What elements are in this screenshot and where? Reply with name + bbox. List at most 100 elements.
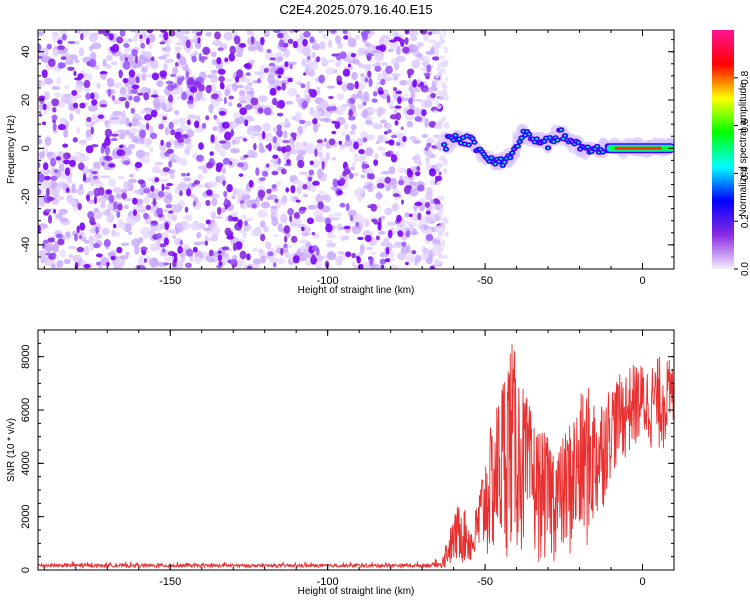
y-tick-label: 2000 bbox=[20, 504, 32, 528]
noise-blob bbox=[39, 151, 45, 159]
noise-blob bbox=[324, 260, 330, 269]
noise-blob bbox=[161, 101, 167, 111]
noise-blob bbox=[46, 259, 54, 265]
noise-blob bbox=[387, 229, 393, 239]
noise-blob bbox=[360, 174, 366, 179]
noise-blob bbox=[266, 196, 274, 201]
noise-blob bbox=[133, 189, 141, 194]
noise-blob bbox=[68, 245, 77, 250]
y-tick-label: -40 bbox=[20, 237, 32, 253]
noise-blob bbox=[212, 40, 222, 47]
noise-blob bbox=[236, 84, 244, 89]
colorbar-tick-label: 0.0 bbox=[740, 262, 750, 276]
noise-blob bbox=[214, 31, 221, 40]
noise-blob bbox=[89, 216, 96, 226]
noise-blob bbox=[99, 104, 108, 108]
noise-blob bbox=[61, 33, 67, 41]
noise-blob bbox=[65, 231, 71, 239]
noise-blob bbox=[261, 123, 272, 132]
noise-blob bbox=[92, 210, 103, 220]
noise-blob bbox=[393, 36, 402, 42]
noise-blob bbox=[154, 177, 160, 183]
noise-blob bbox=[58, 117, 67, 126]
noise-blob bbox=[141, 66, 148, 73]
noise-blob bbox=[116, 210, 121, 218]
noise-blob bbox=[302, 38, 308, 47]
noise-blob bbox=[404, 30, 410, 35]
noise-blob bbox=[208, 249, 214, 257]
noise-blob bbox=[228, 95, 234, 100]
noise-blob bbox=[111, 133, 119, 137]
noise-blob bbox=[64, 167, 71, 176]
noise-blob bbox=[283, 130, 288, 139]
noise-blob bbox=[258, 73, 265, 80]
noise-blob bbox=[410, 90, 416, 99]
noise-blob bbox=[387, 48, 394, 53]
noise-blob bbox=[65, 59, 74, 65]
noise-blob bbox=[294, 179, 302, 184]
noise-blob bbox=[197, 184, 204, 188]
noise-blob bbox=[413, 98, 423, 102]
noise-blob bbox=[405, 230, 411, 238]
x-tick-label: 0 bbox=[639, 576, 645, 588]
noise-blob bbox=[414, 107, 421, 117]
noise-blob bbox=[318, 74, 326, 84]
noise-blob bbox=[147, 192, 158, 198]
noise-blob bbox=[50, 175, 58, 182]
noise-blob bbox=[140, 156, 151, 164]
noise-blob bbox=[128, 231, 133, 236]
signal-blob bbox=[559, 128, 563, 132]
noise-blob bbox=[78, 47, 85, 57]
noise-blob bbox=[244, 119, 249, 127]
noise-blob bbox=[118, 120, 126, 125]
noise-blob bbox=[276, 101, 280, 108]
noise-blob bbox=[224, 227, 232, 236]
noise-blob bbox=[68, 54, 78, 61]
noise-blob bbox=[74, 151, 82, 156]
noise-blob bbox=[425, 137, 436, 144]
noise-blob bbox=[79, 102, 86, 109]
noise-blob bbox=[46, 196, 54, 202]
noise-blob bbox=[356, 192, 363, 202]
noise-blob bbox=[211, 233, 219, 238]
noise-blob bbox=[236, 188, 244, 198]
noise-blob bbox=[47, 214, 53, 224]
noise-blob bbox=[396, 214, 402, 223]
noise-blob bbox=[260, 255, 267, 264]
noise-blob bbox=[179, 239, 183, 246]
signal-blob bbox=[442, 143, 446, 146]
noise-blob bbox=[234, 35, 241, 45]
noise-blob bbox=[102, 59, 107, 67]
noise-blob bbox=[79, 222, 86, 231]
noise-blob bbox=[430, 92, 436, 99]
noise-blob bbox=[438, 121, 443, 129]
noise-blob bbox=[404, 262, 409, 266]
noise-blob bbox=[281, 168, 287, 175]
noise-blob bbox=[378, 230, 386, 235]
noise-blob bbox=[238, 89, 246, 97]
noise-blob bbox=[361, 31, 368, 41]
noise-blob bbox=[219, 150, 227, 157]
y-tick-label: -20 bbox=[20, 189, 32, 205]
plot-frame bbox=[37, 29, 675, 270]
noise-blob bbox=[308, 176, 313, 182]
noise-blob bbox=[307, 69, 316, 78]
noise-blob bbox=[354, 52, 363, 57]
noise-blob bbox=[210, 51, 217, 58]
noise-blob bbox=[265, 241, 272, 250]
noise-blob bbox=[429, 178, 437, 186]
noise-blob bbox=[123, 222, 132, 233]
noise-blob bbox=[85, 194, 90, 202]
noise-blob bbox=[343, 168, 351, 175]
noise-blob bbox=[410, 36, 418, 42]
noise-blob bbox=[328, 95, 334, 100]
noise-blob bbox=[206, 162, 213, 169]
noise-blob bbox=[362, 137, 368, 143]
noise-blob bbox=[386, 94, 391, 104]
noise-blob bbox=[93, 233, 103, 239]
noise-blob bbox=[145, 37, 150, 45]
noise-blob bbox=[417, 212, 422, 221]
noise-blob bbox=[293, 212, 300, 219]
noise-blob bbox=[416, 53, 423, 58]
noise-blob bbox=[239, 200, 245, 204]
